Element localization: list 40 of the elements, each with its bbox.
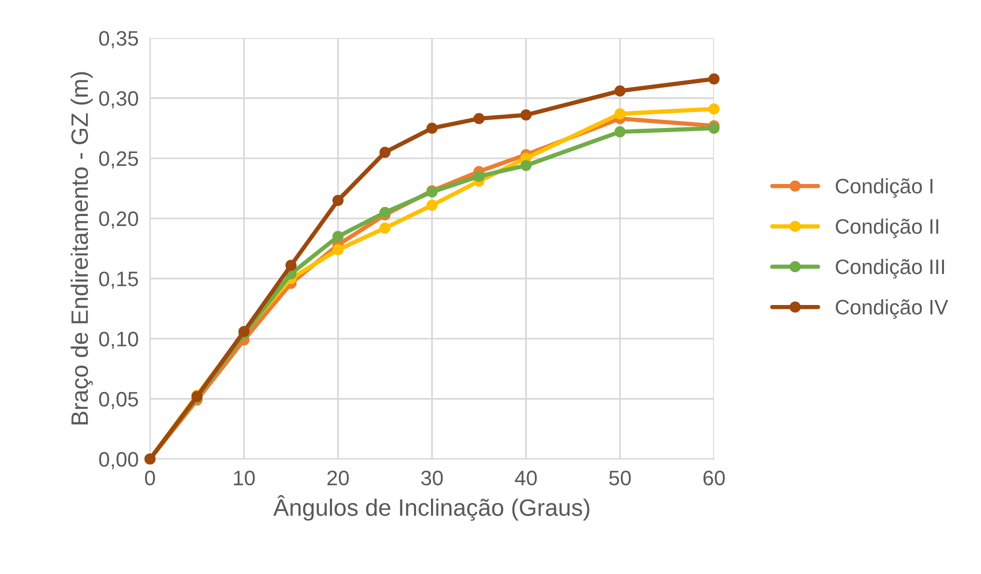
y-tick-label: 0,10	[99, 332, 138, 349]
point	[332, 194, 344, 206]
point	[708, 122, 720, 134]
point	[332, 244, 344, 256]
point	[473, 170, 485, 182]
point	[520, 160, 532, 172]
x-tick-label: 10	[234, 470, 255, 486]
point	[379, 146, 391, 158]
legend-label: Condição II	[836, 218, 938, 238]
x-tick-label: 0	[145, 470, 155, 486]
point	[614, 108, 626, 120]
y-tick-label: 0,25	[99, 151, 138, 168]
x-tick-label: 20	[327, 470, 349, 486]
point	[520, 109, 532, 121]
point	[473, 113, 485, 124]
point	[614, 126, 626, 138]
legend-label: Condição IV	[836, 299, 948, 319]
y-tick-label: 0,35	[99, 31, 138, 48]
point	[379, 206, 391, 218]
y-tick-label: 0,00	[99, 452, 138, 470]
x-tick-label: 50	[609, 470, 631, 486]
y-tick-label: 0,05	[99, 392, 138, 410]
point	[614, 85, 626, 96]
y-tick-label: 0,30	[99, 91, 138, 108]
point	[708, 73, 720, 84]
legend-label: Condição III	[836, 258, 944, 278]
x-tick-label: 30	[421, 470, 443, 486]
x-tick-label: 60	[703, 470, 725, 486]
x-axis-title: Ângulos de Inclinação (Graus)	[273, 495, 590, 521]
y-axis-title: Braço de Endireitamento - GZ (m)	[70, 72, 93, 424]
point	[379, 222, 391, 234]
legend-label: Condição I	[836, 178, 932, 198]
y-tick-label: 0,20	[99, 211, 138, 229]
point	[426, 122, 438, 134]
point	[426, 200, 438, 211]
x-tick-label: 40	[514, 470, 537, 486]
y-tick-label: 0,15	[99, 272, 138, 289]
point	[708, 103, 720, 115]
point	[285, 260, 297, 271]
point	[332, 230, 344, 242]
